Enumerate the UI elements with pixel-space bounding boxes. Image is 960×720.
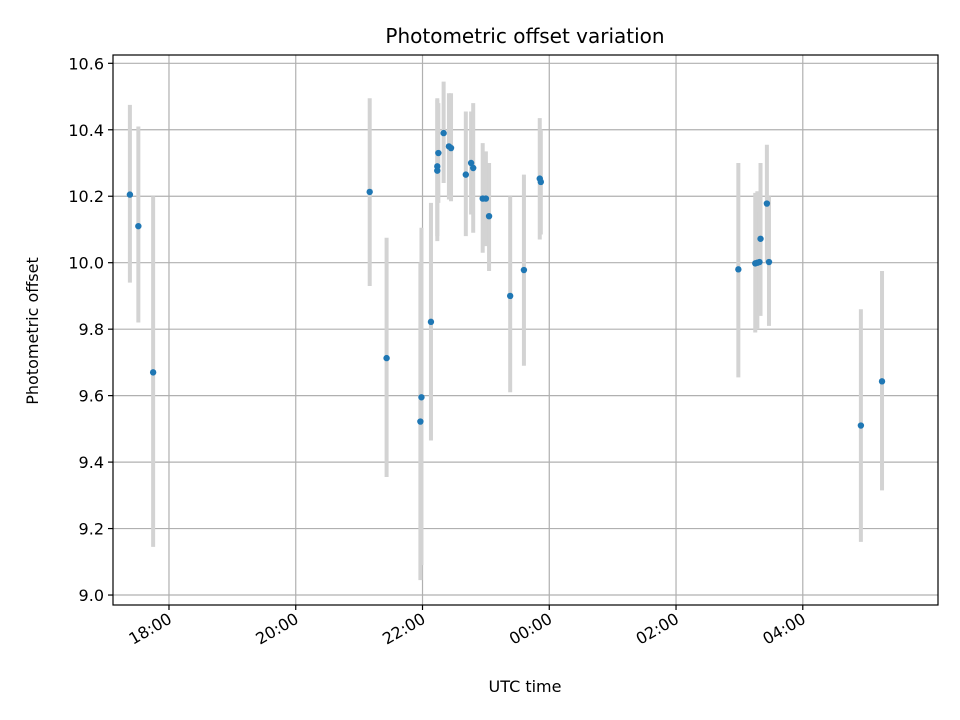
data-point	[485, 212, 493, 220]
x-tick-label: 02:00	[633, 609, 682, 649]
y-tick-label: 9.4	[79, 453, 104, 472]
x-axis-label: UTC time	[489, 677, 562, 696]
data-point	[135, 222, 142, 230]
data-point	[467, 159, 475, 167]
data-point	[763, 200, 771, 207]
data-point	[418, 394, 425, 401]
x-tick-label: 18:00	[126, 609, 175, 649]
point-layer	[126, 129, 886, 429]
data-point	[126, 191, 134, 198]
data-point	[447, 144, 455, 152]
data-point	[434, 163, 441, 170]
y-tick-label: 9.0	[79, 586, 104, 605]
data-point	[506, 292, 514, 300]
y-tick-label: 9.6	[79, 387, 104, 406]
y-tick-label: 10.4	[68, 121, 104, 140]
data-point	[520, 266, 528, 274]
data-point	[462, 171, 470, 178]
y-tick-label: 9.8	[79, 320, 104, 339]
data-point	[383, 354, 390, 362]
data-point	[417, 418, 424, 425]
data-point	[470, 164, 477, 172]
y-tick-label: 10.6	[68, 54, 104, 73]
data-point	[440, 129, 447, 137]
data-point	[482, 195, 490, 202]
data-point	[757, 235, 764, 242]
y-axis-label: Photometric offset	[23, 257, 42, 405]
x-tick-label: 22:00	[379, 609, 428, 649]
data-point	[756, 258, 763, 266]
data-point	[149, 369, 157, 376]
y-tick-label: 10.0	[68, 254, 104, 273]
x-tick-label: 20:00	[252, 609, 301, 649]
data-point	[427, 318, 435, 326]
data-point	[537, 178, 545, 186]
x-tick-label: 04:00	[759, 609, 808, 649]
data-point	[878, 378, 886, 385]
errorbar-layer	[127, 81, 885, 581]
x-tick-label: 00:00	[506, 609, 555, 649]
y-tick-label: 9.2	[79, 520, 104, 539]
data-point	[366, 188, 373, 196]
data-point	[765, 258, 773, 266]
data-point	[435, 149, 442, 157]
plot-frame	[112, 54, 939, 606]
data-point	[735, 266, 742, 273]
chart-title: Photometric offset variation	[385, 24, 664, 48]
y-tick-label: 10.2	[68, 187, 104, 206]
data-point	[857, 422, 865, 429]
